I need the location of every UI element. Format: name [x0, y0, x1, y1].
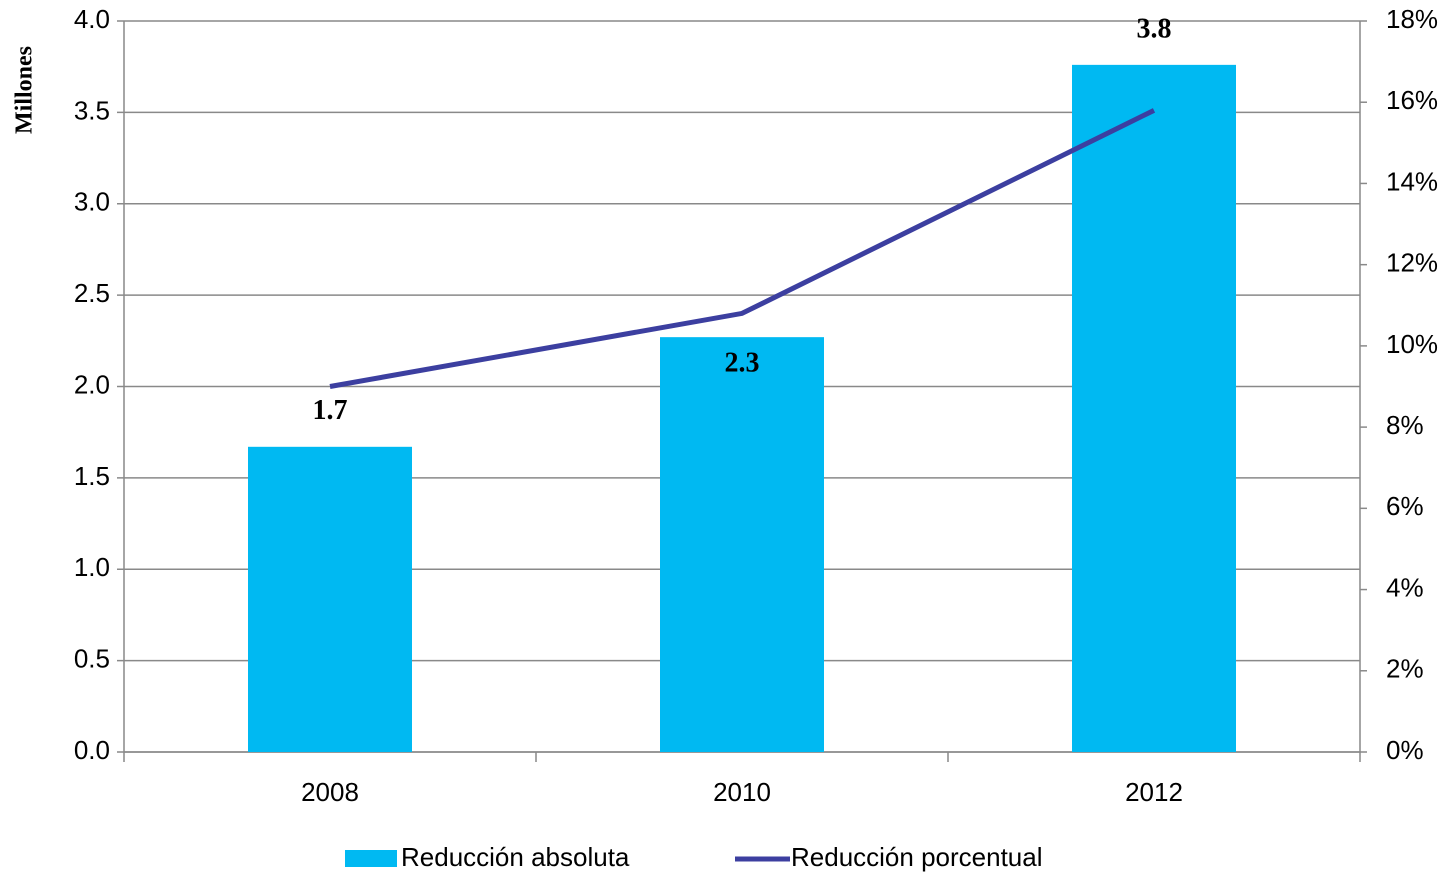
y2-tick-label: 4% — [1386, 572, 1424, 602]
x-tick-label: 2008 — [301, 777, 359, 807]
y-tick-label: 3.0 — [74, 187, 110, 217]
y2-tick-label: 18% — [1386, 4, 1438, 34]
y-tick-label: 2.0 — [74, 369, 110, 399]
y-axis-label: Millones — [12, 46, 38, 134]
data-label: 2.3 — [725, 348, 760, 379]
y2-tick-label: 0% — [1386, 735, 1424, 765]
line — [329, 108, 1156, 389]
data-label: 3.8 — [1137, 13, 1172, 44]
y2-tick-label: 10% — [1386, 329, 1438, 359]
x-tick-label: 2012 — [1125, 777, 1183, 807]
y-tick-label: 0.5 — [74, 644, 110, 674]
bar — [248, 446, 412, 752]
legend-label: Reducción absoluta — [401, 842, 630, 872]
y2-tick-label: 14% — [1386, 166, 1438, 196]
x-tick-label: 2010 — [713, 777, 771, 807]
y-tick-label: 1.5 — [74, 461, 110, 491]
y-tick-label: 4.0 — [74, 4, 110, 34]
y2-tick-label: 12% — [1386, 248, 1438, 278]
y2-tick-label: 16% — [1386, 85, 1438, 115]
bar — [660, 337, 824, 752]
bar — [1072, 64, 1236, 753]
y2-tick-label: 2% — [1386, 654, 1424, 684]
y2-tick-label: 6% — [1386, 491, 1424, 521]
legend-swatch — [345, 850, 397, 867]
y-tick-label: 1.0 — [74, 552, 110, 582]
y-tick-label: 2.5 — [74, 278, 110, 308]
data-label: 1.7 — [313, 395, 348, 426]
y-tick-label: 0.0 — [74, 735, 110, 765]
legend-label: Reducción porcentual — [791, 842, 1043, 872]
y-tick-label: 3.5 — [74, 95, 110, 125]
y2-tick-label: 8% — [1386, 410, 1424, 440]
